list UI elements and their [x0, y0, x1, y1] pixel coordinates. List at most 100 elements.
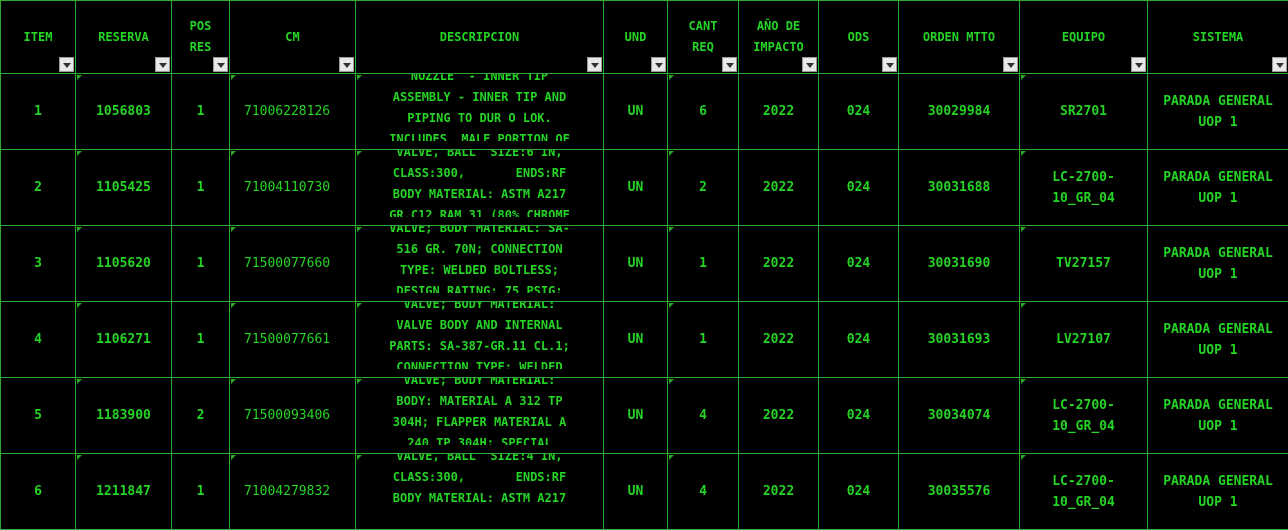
- cell-equipo[interactable]: LC-2700-10_GR_04: [1020, 454, 1148, 530]
- filter-dropdown-icon[interactable]: [882, 57, 897, 72]
- cell-ods[interactable]: 024: [819, 454, 899, 530]
- cell-item[interactable]: 5: [1, 378, 76, 454]
- cell-item[interactable]: 6: [1, 454, 76, 530]
- cell-equipo[interactable]: TV27157: [1020, 226, 1148, 302]
- cell-item[interactable]: 2: [1, 150, 76, 226]
- column-header-item[interactable]: ITEM: [1, 1, 76, 74]
- filter-dropdown-icon[interactable]: [155, 57, 170, 72]
- cell-anio[interactable]: 2022: [739, 150, 819, 226]
- cell-item[interactable]: 1: [1, 74, 76, 150]
- cell-reserva[interactable]: 1105425: [76, 150, 172, 226]
- column-header-orden[interactable]: ORDEN MTTO: [899, 1, 1020, 74]
- cell-orden[interactable]: 30034074: [899, 378, 1020, 454]
- cell-cant[interactable]: 1: [668, 226, 739, 302]
- cell-ods[interactable]: 024: [819, 302, 899, 378]
- filter-dropdown-icon[interactable]: [339, 57, 354, 72]
- cell-ods[interactable]: 024: [819, 378, 899, 454]
- cell-cant[interactable]: 6: [668, 74, 739, 150]
- column-header-reserva[interactable]: RESERVA: [76, 1, 172, 74]
- filter-dropdown-icon[interactable]: [213, 57, 228, 72]
- cell-cm[interactable]: 71004279832: [230, 454, 356, 530]
- cell-und[interactable]: UN: [604, 378, 668, 454]
- cell-desc[interactable]: VALVE; BODY MATERIAL: SA-516 GR. 70N; CO…: [356, 226, 604, 302]
- cell-value: 1: [197, 256, 205, 271]
- cell-und[interactable]: UN: [604, 226, 668, 302]
- cell-cant[interactable]: 2: [668, 150, 739, 226]
- column-header-und[interactable]: UND: [604, 1, 668, 74]
- cell-orden[interactable]: 30031693: [899, 302, 1020, 378]
- filter-dropdown-icon[interactable]: [59, 57, 74, 72]
- cell-pos[interactable]: 1: [172, 454, 230, 530]
- cell-und[interactable]: UN: [604, 454, 668, 530]
- column-header-cm[interactable]: CM: [230, 1, 356, 74]
- filter-dropdown-icon[interactable]: [722, 57, 737, 72]
- cell-cant[interactable]: 4: [668, 378, 739, 454]
- cell-anio[interactable]: 2022: [739, 378, 819, 454]
- cell-equipo[interactable]: LC-2700-10_GR_04: [1020, 378, 1148, 454]
- filter-dropdown-icon[interactable]: [1131, 57, 1146, 72]
- cell-cant[interactable]: 4: [668, 454, 739, 530]
- cell-desc[interactable]: VALVE; BODY MATERIAL:BODY: MATERIAL A 31…: [356, 378, 604, 454]
- cell-cm[interactable]: 71500077661: [230, 302, 356, 378]
- column-header-label: SISTEMA: [1148, 27, 1288, 48]
- cell-anio[interactable]: 2022: [739, 454, 819, 530]
- cell-orden[interactable]: 30031688: [899, 150, 1020, 226]
- cell-cm[interactable]: 71500077660: [230, 226, 356, 302]
- cell-pos[interactable]: 1: [172, 74, 230, 150]
- filter-dropdown-icon[interactable]: [1003, 57, 1018, 72]
- cell-pos[interactable]: 1: [172, 302, 230, 378]
- cell-ods[interactable]: 024: [819, 74, 899, 150]
- cell-desc[interactable]: VALVE, BALL SIZE:4 IN,CLASS:300, ENDS:RF…: [356, 454, 604, 530]
- cell-ods[interactable]: 024: [819, 226, 899, 302]
- cell-anio[interactable]: 2022: [739, 302, 819, 378]
- cell-reserva[interactable]: 1106271: [76, 302, 172, 378]
- cell-orden[interactable]: 30031690: [899, 226, 1020, 302]
- column-header-sistema[interactable]: SISTEMA: [1148, 1, 1288, 74]
- cell-orden[interactable]: 30029984: [899, 74, 1020, 150]
- cell-item[interactable]: 3: [1, 226, 76, 302]
- cell-item[interactable]: 4: [1, 302, 76, 378]
- cell-cm[interactable]: 71500093406: [230, 378, 356, 454]
- cell-und[interactable]: UN: [604, 302, 668, 378]
- cell-value: 30035576: [928, 484, 991, 499]
- cell-reserva[interactable]: 1056803: [76, 74, 172, 150]
- cell-equipo[interactable]: SR2701: [1020, 74, 1148, 150]
- column-header-equipo[interactable]: EQUIPO: [1020, 1, 1148, 74]
- cell-pos[interactable]: 1: [172, 150, 230, 226]
- cell-pos[interactable]: 2: [172, 378, 230, 454]
- cell-cm[interactable]: 71004110730: [230, 150, 356, 226]
- cell-und[interactable]: UN: [604, 74, 668, 150]
- cell-cant[interactable]: 1: [668, 302, 739, 378]
- cell-ods[interactable]: 024: [819, 150, 899, 226]
- cell-equipo[interactable]: LC-2700-10_GR_04: [1020, 150, 1148, 226]
- cell-reserva[interactable]: 1105620: [76, 226, 172, 302]
- cell-pos[interactable]: 1: [172, 226, 230, 302]
- cell-desc[interactable]: VALVE, BALL SIZE:6 IN,CLASS:300, ENDS:RF…: [356, 150, 604, 226]
- cell-reserva[interactable]: 1183900: [76, 378, 172, 454]
- filter-dropdown-icon[interactable]: [587, 57, 602, 72]
- column-header-descripcion[interactable]: DESCRIPCION: [356, 1, 604, 74]
- cell-anio[interactable]: 2022: [739, 226, 819, 302]
- cell-equipo[interactable]: LV27107: [1020, 302, 1148, 378]
- cell-cm[interactable]: 71006228126: [230, 74, 356, 150]
- cell-line: 10_GR_04: [1020, 188, 1147, 209]
- filter-dropdown-icon[interactable]: [651, 57, 666, 72]
- column-header-ods[interactable]: ODS: [819, 1, 899, 74]
- cell-anio[interactable]: 2022: [739, 74, 819, 150]
- cell-und[interactable]: UN: [604, 150, 668, 226]
- cell-reserva[interactable]: 1211847: [76, 454, 172, 530]
- filter-dropdown-icon[interactable]: [1272, 57, 1287, 72]
- filter-dropdown-icon[interactable]: [802, 57, 817, 72]
- cell-desc[interactable]: VALVE; BODY MATERIAL:VALVE BODY AND INTE…: [356, 302, 604, 378]
- cell-orden[interactable]: 30035576: [899, 454, 1020, 530]
